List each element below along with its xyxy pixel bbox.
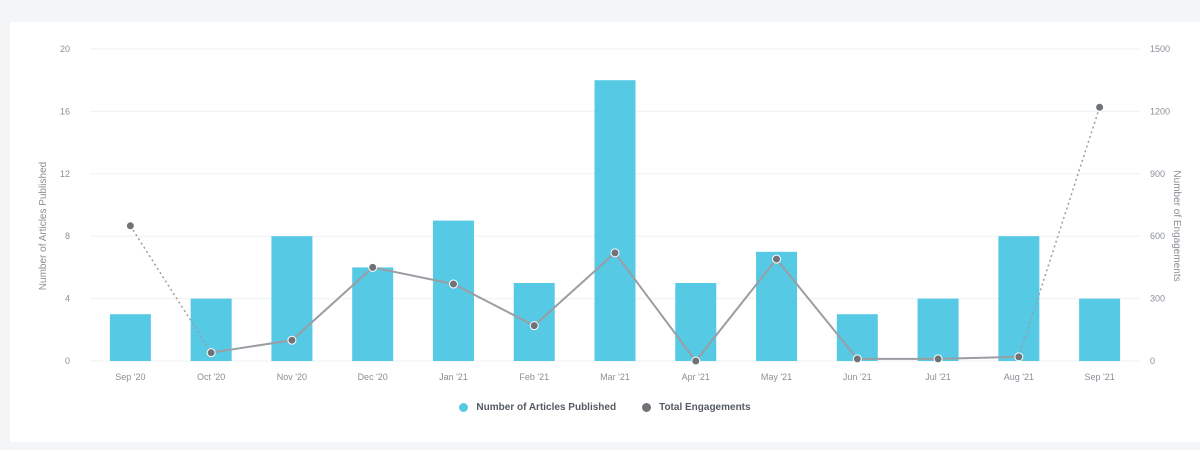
combo-chart: 0 4 8 12 16 20 0 300 600 900 1200 1500 Sep '20 Oct '2…	[38, 44, 1182, 382]
legend-swatch-engagements	[642, 403, 652, 412]
bar	[594, 80, 636, 361]
line-segment	[129, 225, 212, 354]
line-point	[772, 254, 782, 264]
line-point	[529, 321, 539, 331]
line-point	[610, 248, 620, 258]
x-tick-label: Jun '21	[843, 372, 872, 382]
x-tick-label: Mar '21	[600, 372, 630, 382]
y2-axis-title: Number of Engagements	[1171, 170, 1182, 281]
line-segment	[211, 339, 293, 354]
chart-card: 0 4 8 12 16 20 0 300 600 900 1200 1500 Sep '20 Oct '2…	[10, 22, 1200, 442]
line-segment	[533, 252, 616, 327]
legend-item-articles[interactable]: Number of Articles Published	[459, 402, 616, 413]
x-tick-label: Oct '20	[197, 372, 225, 382]
legend-label-engagements: Total Engagements	[659, 402, 751, 413]
chart-legend: Number of Articles Published Total Engag…	[10, 402, 1200, 413]
line-point	[1014, 352, 1024, 362]
y-tick-label: 20	[60, 44, 70, 54]
y-tick-label: 0	[65, 356, 70, 366]
x-tick-label: Jul '21	[925, 372, 951, 382]
bar	[352, 267, 394, 361]
bar	[109, 314, 151, 361]
x-tick-label: Jan '21	[439, 372, 468, 382]
y-axis-title: Number of Articles Published	[38, 162, 49, 290]
line-segment	[372, 266, 454, 286]
y2-tick-label: 600	[1150, 231, 1165, 241]
line-segment	[938, 355, 1019, 360]
y2-tick-label: 300	[1150, 294, 1165, 304]
bar	[675, 283, 717, 361]
y-tick-label: 16	[60, 106, 70, 116]
x-tick-label: Dec '20	[358, 372, 388, 382]
line-point	[933, 354, 943, 364]
legend-item-engagements[interactable]: Total Engagements	[642, 402, 751, 413]
x-tick-label: May '21	[761, 372, 792, 382]
line-segment	[614, 252, 697, 362]
x-tick-label: Nov '20	[277, 372, 307, 382]
line-segment	[453, 283, 535, 327]
legend-swatch-articles	[459, 403, 469, 412]
line-segment	[775, 258, 859, 360]
x-tick-label: Sep '20	[115, 372, 145, 382]
line-point	[448, 279, 458, 289]
line-segment	[291, 266, 374, 341]
line-point	[125, 221, 135, 231]
x-tick-label: Feb '21	[519, 372, 549, 382]
line-segment	[1018, 107, 1101, 358]
line-segment	[694, 258, 778, 362]
y-tick-label: 12	[60, 169, 70, 179]
legend-label-articles: Number of Articles Published	[476, 402, 617, 413]
line-point	[691, 356, 701, 366]
y2-tick-label: 0	[1150, 356, 1155, 366]
x-tick-label: Apr '21	[682, 372, 710, 382]
y2-tick-label: 900	[1150, 169, 1165, 179]
bar	[756, 251, 798, 361]
bar	[998, 236, 1040, 361]
line-point	[287, 335, 297, 345]
bar	[836, 314, 878, 361]
bar	[917, 298, 959, 361]
y2-tick-label: 1500	[1150, 44, 1170, 54]
line-point	[368, 262, 378, 272]
y-tick-label: 8	[65, 231, 70, 241]
x-tick-label: Aug '21	[1004, 372, 1034, 382]
bar	[1079, 298, 1121, 361]
y2-tick-label: 1200	[1150, 106, 1170, 116]
y-tick-label: 4	[65, 294, 70, 304]
line-point	[852, 354, 862, 364]
x-tick-label: Sep '21	[1084, 372, 1114, 382]
line-point	[206, 348, 216, 358]
line-point	[1095, 102, 1105, 112]
